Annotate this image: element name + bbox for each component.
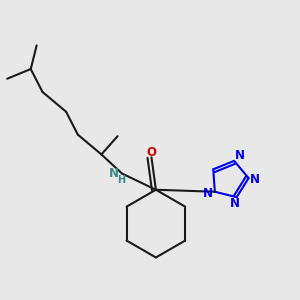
Text: N: N: [250, 173, 260, 186]
Text: N: N: [234, 149, 244, 162]
Text: O: O: [146, 146, 156, 159]
Text: N: N: [109, 167, 119, 180]
Text: H: H: [117, 175, 125, 185]
Text: N: N: [230, 197, 240, 210]
Text: N: N: [203, 187, 213, 200]
